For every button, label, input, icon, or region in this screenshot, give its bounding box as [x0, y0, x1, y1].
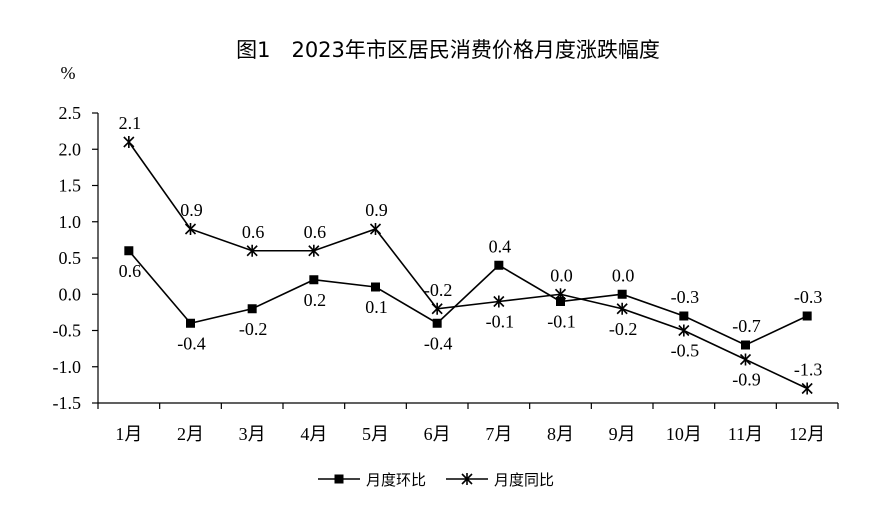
x-tick-label: 1月	[115, 424, 142, 444]
marker-mom-1	[124, 246, 134, 256]
data-label-mom-4: 0.2	[304, 290, 327, 310]
x-tick-label: 11月	[728, 424, 763, 444]
x-tick-label: 12月	[789, 424, 825, 444]
data-label-yoy-9: -0.2	[609, 319, 638, 339]
data-label-yoy-11: -0.9	[732, 370, 761, 390]
marker-yoy-9	[616, 302, 628, 315]
marker-mom-9	[617, 289, 627, 299]
axes	[97, 113, 838, 404]
data-label-mom-3: -0.2	[239, 319, 268, 339]
marker-yoy-10	[678, 324, 690, 337]
data-label-yoy-6: -0.2	[424, 280, 453, 300]
marker-mom-7	[494, 260, 504, 270]
data-label-mom-1: 0.6	[119, 261, 142, 281]
legend-label-yoy: 月度同比	[494, 471, 554, 489]
data-label-mom-12: -0.3	[794, 287, 823, 307]
marker-yoy-4	[308, 244, 320, 257]
x-tick-label: 9月	[609, 424, 636, 444]
marker-mom-12	[802, 311, 812, 321]
x-tick-label: 6月	[424, 424, 451, 444]
marker-yoy-6	[431, 302, 443, 315]
legend-marker-mom	[334, 474, 344, 484]
data-label-yoy-5: 0.9	[365, 200, 388, 220]
x-tick-label: 5月	[362, 424, 389, 444]
legend-label-mom: 月度环比	[366, 471, 426, 489]
y-tick-label: -1.5	[53, 393, 82, 413]
data-labels: 0.6 -0.4 -0.2 0.2 0.1 -0.4 0.4 -0.1 0.0 -0.3 -0.7 -…	[119, 113, 823, 390]
data-label-yoy-4: 0.6	[304, 222, 327, 242]
series-line-mom	[128, 250, 808, 346]
data-label-yoy-1: 2.1	[119, 113, 142, 133]
x-tick-label: 3月	[239, 424, 266, 444]
y-tick-label: 2.5	[59, 103, 82, 123]
marker-yoy-2	[184, 223, 197, 235]
x-tick-label: 10月	[666, 424, 702, 444]
marker-mom-5	[371, 282, 380, 292]
marker-mom-3	[247, 304, 257, 314]
marker-mom-4	[309, 275, 319, 285]
y-tick-label: -1.0	[53, 357, 82, 377]
y-axis-ticks: 2.5 2.0 1.5 1.0 0.5 0.0 -0.5 -1.0 -1.5	[53, 103, 98, 413]
marker-mom-2	[186, 318, 195, 328]
marker-mom-6	[432, 318, 442, 328]
data-label-mom-11: -0.7	[732, 316, 761, 336]
y-tick-label: 0.0	[59, 284, 82, 304]
data-label-mom-9: 0.0	[612, 265, 635, 285]
marker-yoy-11	[739, 353, 752, 366]
chart-title: 图1 2023年市区居民消费价格月度涨跌幅度	[236, 38, 660, 62]
marker-yoy-8	[554, 288, 567, 301]
data-label-yoy-2: 0.9	[180, 200, 203, 220]
x-tick-label: 2月	[177, 424, 204, 444]
marker-yoy-3	[246, 244, 258, 257]
marker-mom-10	[679, 311, 689, 321]
legend: 月度环比 月度同比	[318, 471, 554, 489]
x-tick-label: 7月	[485, 424, 512, 444]
data-label-mom-8: -0.1	[547, 312, 576, 332]
data-label-yoy-3: 0.6	[242, 222, 265, 242]
data-label-mom-6: -0.4	[424, 333, 453, 353]
legend-marker-yoy	[461, 473, 473, 485]
y-tick-label: 0.5	[59, 248, 82, 268]
data-label-yoy-8: 0.0	[550, 265, 573, 285]
marker-yoy-5	[369, 223, 382, 235]
data-label-mom-5: 0.1	[365, 297, 388, 317]
y-tick-label: 1.5	[59, 176, 82, 196]
y-axis-unit: %	[61, 63, 76, 83]
marker-yoy-12	[801, 382, 813, 395]
data-label-yoy-7: -0.1	[486, 312, 515, 332]
data-label-mom-2: -0.4	[177, 333, 206, 353]
y-tick-label: -0.5	[53, 321, 82, 341]
series-line-yoy	[128, 141, 808, 390]
marker-mom-11	[741, 340, 750, 350]
series-layer	[123, 136, 813, 395]
x-tick-label: 4月	[300, 424, 327, 444]
marker-yoy-7	[493, 295, 505, 308]
data-label-yoy-12: -1.3	[794, 360, 823, 380]
y-tick-label: 2.0	[59, 139, 82, 159]
marker-yoy-1	[123, 136, 135, 148]
y-tick-label: 1.0	[59, 212, 82, 232]
x-axis-ticks: 1月 2月 3月 4月 5月 6月 7月 8月 9月 10月 11月 12月	[97, 403, 839, 444]
data-label-yoy-10: -0.5	[671, 341, 700, 361]
data-label-mom-7: 0.4	[489, 236, 512, 256]
data-label-mom-10: -0.3	[671, 287, 700, 307]
marker-mom-8	[556, 297, 565, 306]
x-tick-label: 8月	[547, 424, 574, 444]
